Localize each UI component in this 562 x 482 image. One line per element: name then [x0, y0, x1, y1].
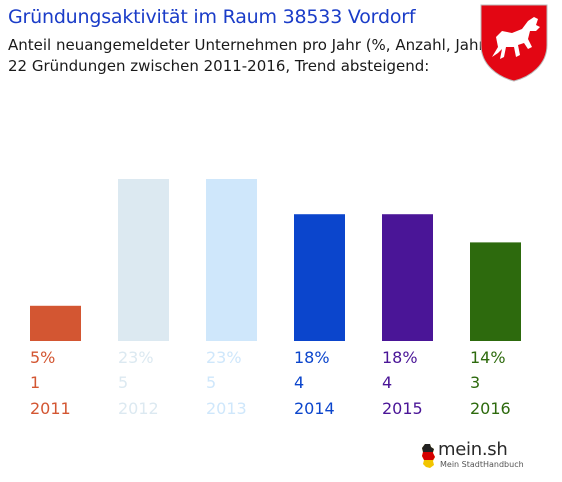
bar-2012	[118, 179, 169, 341]
bar-2011	[30, 305, 81, 341]
value-label-2015: 18%	[382, 348, 418, 367]
logo-tagline: Mein StadtHandbuch	[440, 460, 524, 469]
year-label-2015: 2015	[382, 399, 423, 418]
value-label-2013: 23%	[206, 348, 242, 367]
bar-2015	[382, 214, 433, 341]
value-label-2016: 14%	[470, 348, 506, 367]
chart-summary: 22 Gründungen zwischen 2011-2016, Trend …	[8, 57, 430, 75]
count-label-2016: 3	[470, 373, 480, 392]
bar-2014	[294, 214, 345, 341]
chart-title: Gründungsaktivität im Raum 38533 Vordorf	[8, 6, 416, 28]
year-label-2016: 2016	[470, 399, 511, 418]
year-label-2013: 2013	[206, 399, 247, 418]
count-label-2013: 5	[206, 373, 216, 392]
count-label-2011: 1	[30, 373, 40, 392]
niedersachsen-horse-crest-icon	[480, 4, 548, 82]
chart-subtitle: Anteil neuangemeldeter Unternehmen pro J…	[8, 36, 491, 54]
germany-map-icon	[422, 444, 435, 468]
year-label-2011: 2011	[30, 399, 71, 418]
bar-2016	[470, 242, 521, 341]
year-label-2012: 2012	[118, 399, 159, 418]
value-label-2014: 18%	[294, 348, 330, 367]
mein-sh-logo[interactable]: mein.sh Mein StadtHandbuch	[420, 439, 544, 476]
count-label-2012: 5	[118, 373, 128, 392]
count-label-2015: 4	[382, 373, 392, 392]
count-label-2014: 4	[294, 373, 304, 392]
bar-2013	[206, 179, 257, 341]
logo-name: mein.sh	[438, 439, 508, 460]
year-label-2014: 2014	[294, 399, 335, 418]
value-label-2011: 5%	[30, 348, 55, 367]
value-label-2012: 23%	[118, 348, 154, 367]
